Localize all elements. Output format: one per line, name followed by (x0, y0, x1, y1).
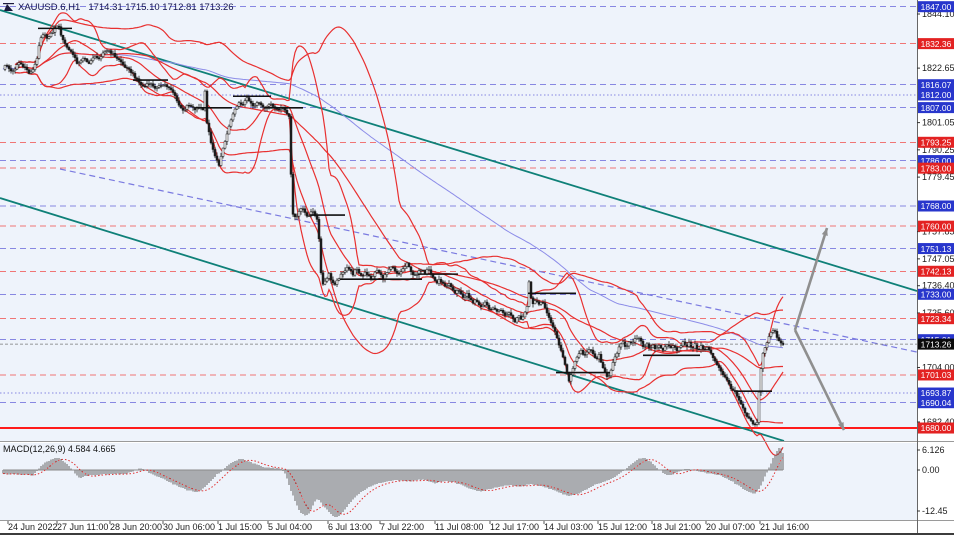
time-tick-label: 24 Jun 2022 (8, 522, 58, 532)
lower-teal-channel[interactable] (0, 197, 785, 442)
price-tick-label: 1822.65 (922, 63, 954, 73)
time-tick-label: 5 Jul 04:00 (268, 522, 312, 532)
macd-signal-line (2, 457, 784, 515)
price-tick-label: 1790.25 (922, 145, 954, 155)
time-tick-label: 11 Jul 08:00 (435, 522, 483, 532)
time-tick-label: 6 Jul 13:00 (328, 522, 372, 532)
time-tick-label: 15 Jul 12:00 (598, 522, 647, 532)
macd-scale-label: -12.45 (922, 506, 948, 516)
bear-scenario-arrow[interactable] (793, 329, 846, 431)
candlestick-chart-icon (3, 3, 14, 12)
price-badge-1768: 1768.00 (921, 201, 952, 211)
price-badge-1713.26: 1713.26 (921, 339, 952, 349)
price-tick-label: 1704.00 (922, 362, 954, 372)
time-tick-label: 21 Jul 16:00 (760, 522, 809, 532)
time-tick-label: 28 Jun 20:00 (110, 522, 162, 532)
price-tick-label: 1801.05 (922, 118, 954, 128)
time-tick-label: 20 Jul 07:00 (706, 522, 755, 532)
time-tick-label: 1 Jul 15:00 (218, 522, 262, 532)
time-tick-label: 14 Jul 03:00 (544, 522, 593, 532)
price-badge-1751.13: 1751.13 (921, 244, 952, 254)
ohlc-values: 1714.31 1715.10 1712.81 1713.26 (88, 2, 234, 13)
price-tick-label: 1844.10 (922, 9, 954, 19)
time-axis-labels: 24 Jun 2022 27 Jun 11:00 28 Jun 20:00 30 Ju… (7, 521, 809, 532)
price-badge-1783: 1783.00 (921, 163, 952, 173)
price-tick-label: 1736.40 (922, 281, 954, 291)
price-badge-1786: 1786.00 (921, 156, 952, 166)
macd-scale-label: 6.126 (922, 445, 945, 455)
macd-scale-label: 0.00 (922, 465, 940, 475)
price-badge-1733: 1733.00 (921, 290, 952, 300)
main-chart-background[interactable] (0, 0, 917, 441)
price-tick-label: 1682.40 (922, 417, 954, 427)
bull-scenario-arrow[interactable] (793, 227, 829, 331)
time-tick-label: 18 Jul 21:00 (652, 522, 701, 532)
time-tick-label: 27 Jun 11:00 (57, 522, 108, 532)
time-tick-label: 7 Jul 22:00 (380, 522, 424, 532)
chart-title-bar: XAUUSD.6,H1 1714.31 1715.10 1712.81 1713… (3, 2, 234, 13)
price-badge-1847: 1847.00 (921, 2, 952, 12)
price-tick-label: 1779.45 (922, 172, 954, 182)
price-badge-1680: 1680.00 (921, 423, 952, 433)
symbol-period-label: XAUUSD.6,H1 (18, 2, 81, 13)
price-badge-1807: 1807.00 (921, 103, 952, 113)
price-badge-1742.13: 1742.13 (921, 266, 952, 276)
time-tick-label: 12 Jul 17:00 (490, 522, 539, 532)
blue-dashed-trendline[interactable] (59, 168, 954, 361)
price-badge-1693.87: 1693.87 (921, 388, 952, 398)
price-badge-1701.03: 1701.03 (921, 370, 952, 380)
price-badge-1690.04: 1690.04 (921, 398, 952, 408)
price-badge-1816.07: 1816.07 (921, 80, 952, 90)
price-badge-1812: 1812.00 (921, 90, 952, 100)
time-axis-area[interactable] (0, 521, 917, 535)
macd-indicator-label: MACD(12,26,9) 4.584 4.665 (3, 444, 116, 454)
price-badge-1832.36: 1832.36 (921, 39, 952, 49)
upper-teal-channel[interactable] (0, 9, 918, 292)
price-tick-label: 1725.60 (922, 308, 954, 318)
price-badge-1723.34: 1723.34 (921, 314, 952, 324)
price-badge-1760: 1760.00 (921, 221, 952, 231)
price-tick-label: 1747.05 (922, 254, 954, 264)
price-badge-1793.25: 1793.25 (921, 137, 952, 147)
time-tick-label: 30 Jun 06:00 (163, 522, 215, 532)
